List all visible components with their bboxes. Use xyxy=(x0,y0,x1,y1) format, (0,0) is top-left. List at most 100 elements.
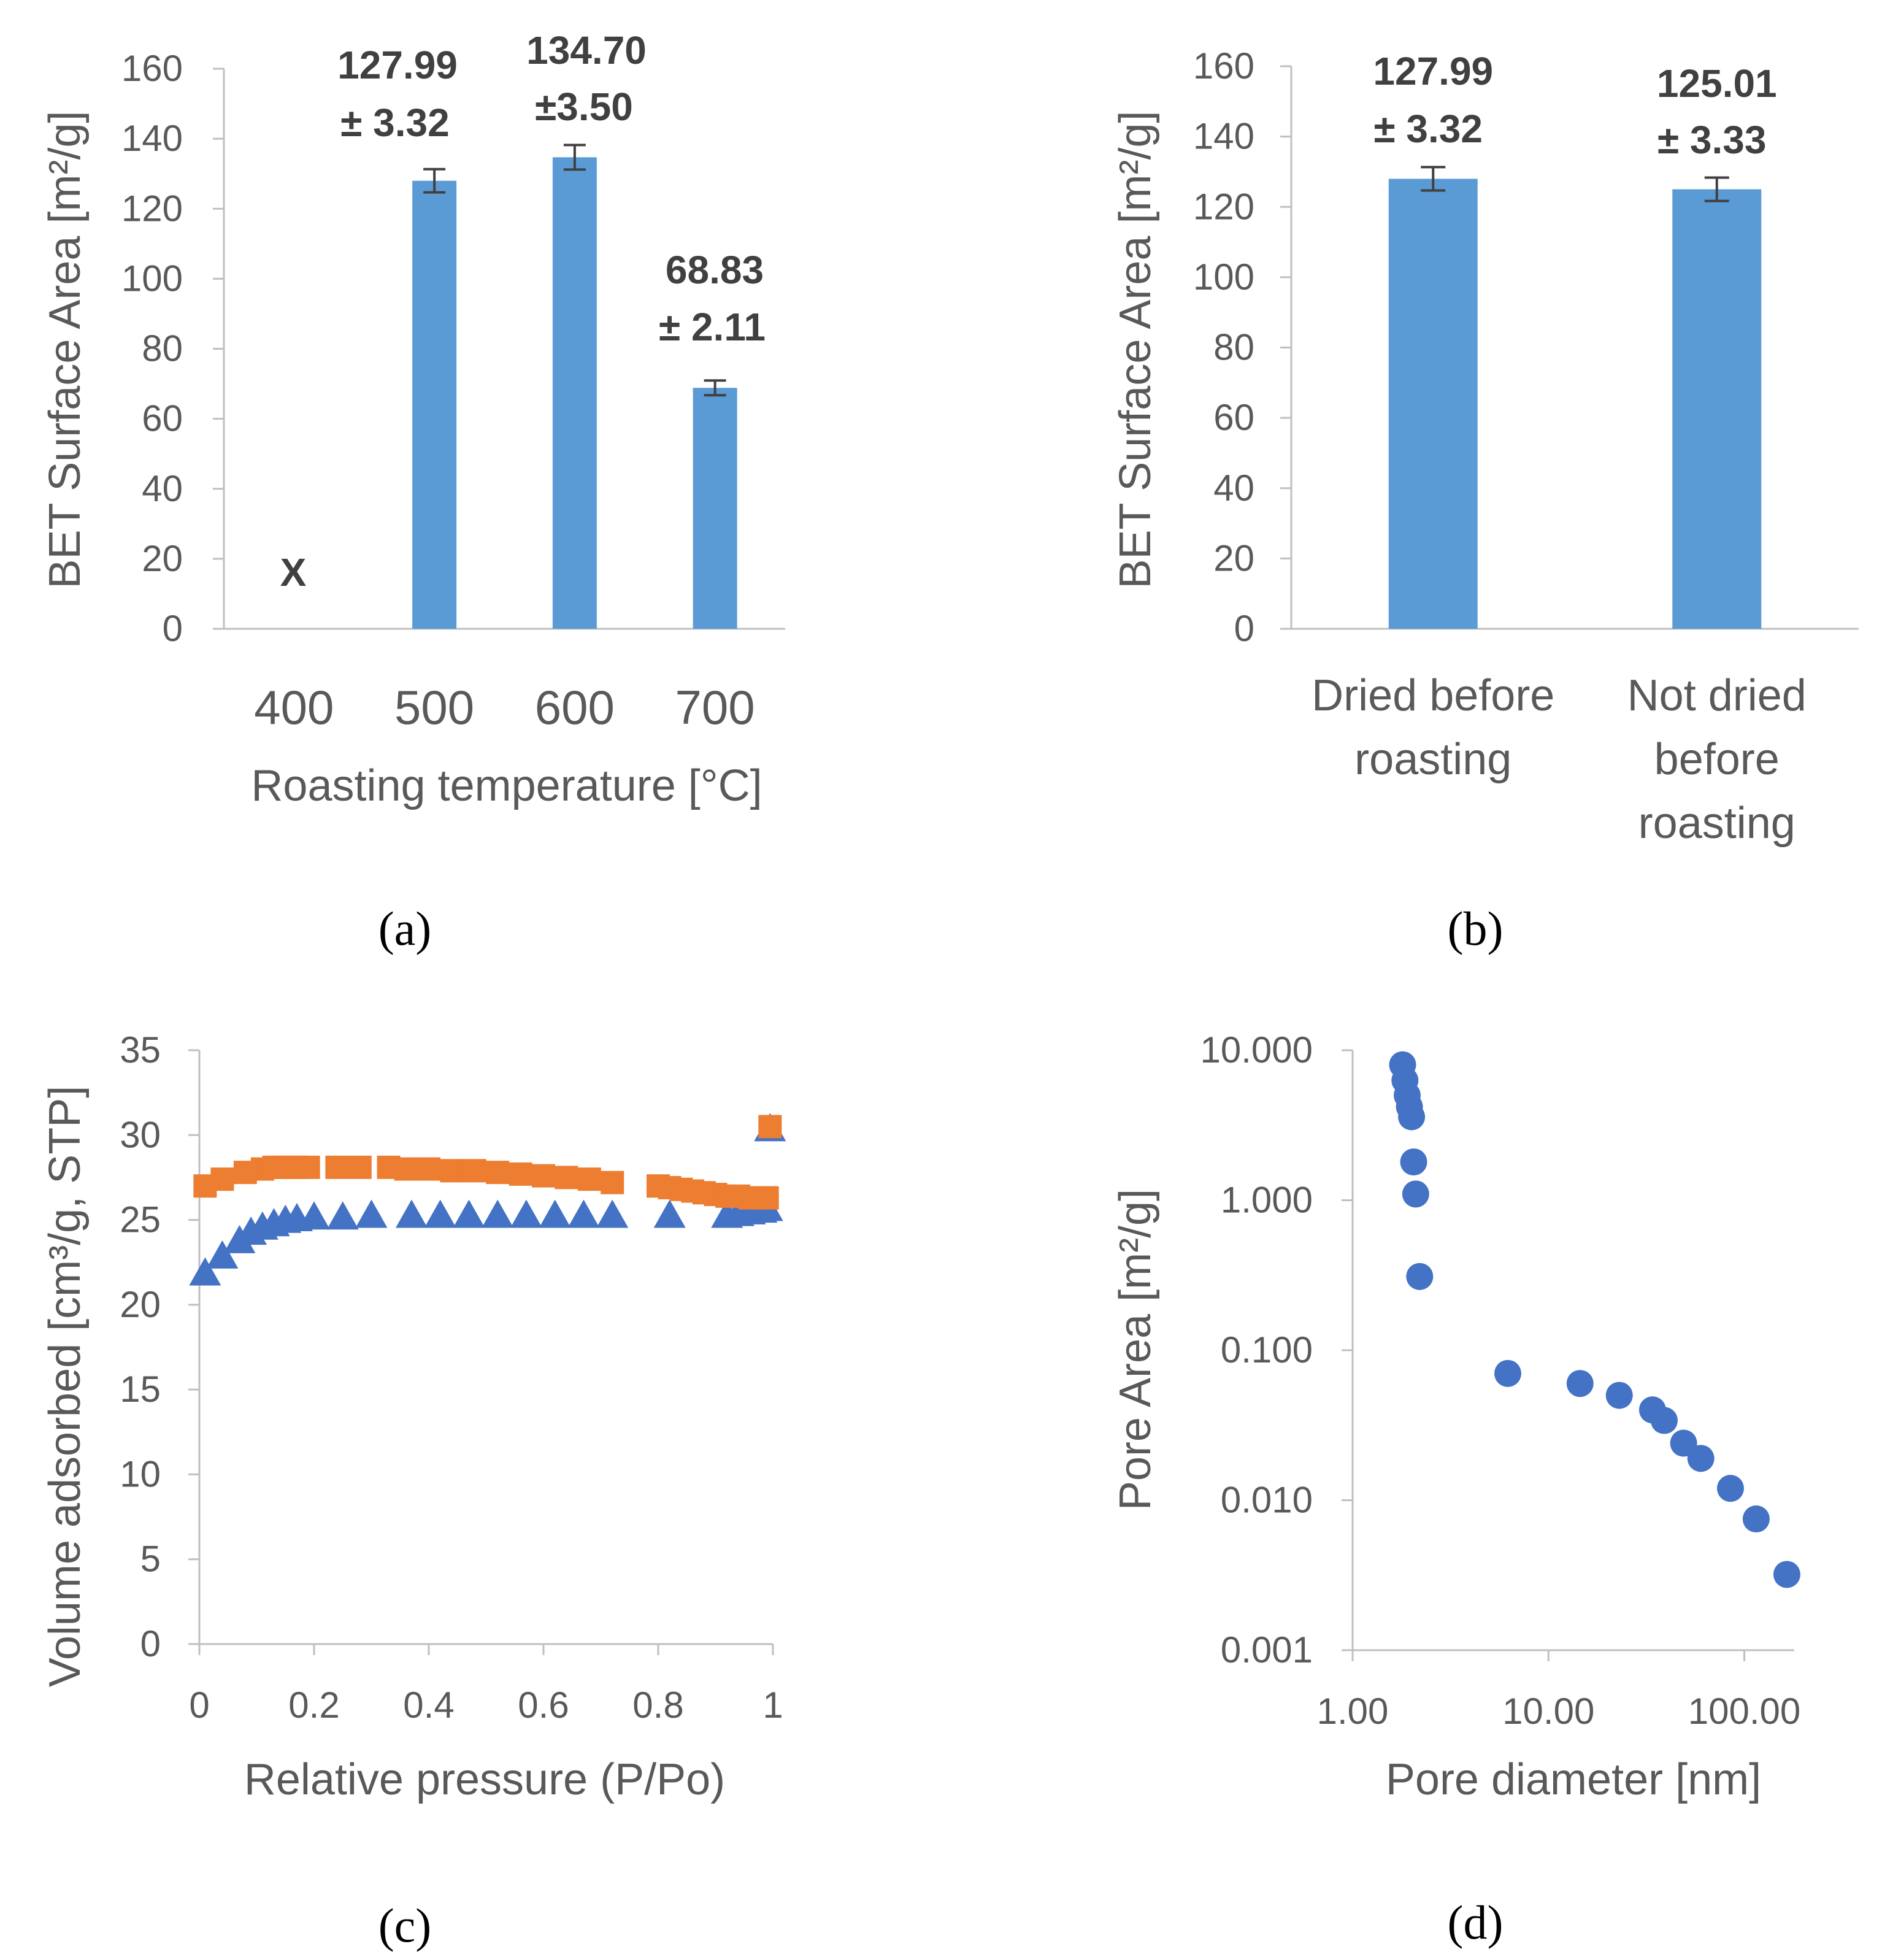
y-tick-label-b: 20 xyxy=(1213,537,1254,578)
triangle-marker xyxy=(510,1199,542,1228)
y-axis-title-d: Pore Area [m²/g] xyxy=(1111,1189,1160,1510)
bar-labels-a: X 127.99 ± 3.32 134.70 ±3.50 68.83 ± 2.11 xyxy=(280,28,766,594)
circle-marker xyxy=(1406,1262,1434,1290)
y-axis-title-b: BET Surface Area [m²/g] xyxy=(1111,111,1160,589)
y-tick-label-a: 120 xyxy=(121,188,183,229)
bar-labels-b: 127.99 ± 3.32 125.01 ± 3.33 xyxy=(1373,49,1776,162)
square-marker xyxy=(377,1155,401,1179)
square-marker xyxy=(555,1166,578,1189)
x-tick-label-d: 1.00 xyxy=(1317,1691,1389,1732)
bar-a xyxy=(693,388,737,629)
panel-label-a: (a) xyxy=(378,902,432,955)
x-tick-label-c: 1 xyxy=(762,1685,783,1726)
x-tick-label-b: before xyxy=(1654,735,1780,784)
square-marker xyxy=(758,1115,782,1139)
bar-a xyxy=(412,180,457,629)
y-tick-label-b: 140 xyxy=(1193,116,1254,157)
axes-a: 0 20 40 60 80 100 120 140 160 400 500 600 700 xyxy=(121,48,785,734)
panel-a: 0 20 40 60 80 100 120 140 160 400 500 600 700 X 127.9… xyxy=(40,28,785,955)
data-label-a: ± 2.11 xyxy=(659,305,766,349)
axes-b: 0 20 40 60 80 100 120 140 160 Dried before roastin… xyxy=(1193,45,1859,848)
y-tick-label-d: 1.000 xyxy=(1221,1180,1313,1221)
y-tick-label-b: 40 xyxy=(1213,467,1254,509)
circle-marker xyxy=(1773,1561,1800,1588)
x-tick-label-b: Not dried xyxy=(1627,671,1807,720)
circle-marker xyxy=(1716,1475,1744,1502)
y-tick-label-c: 10 xyxy=(120,1453,161,1494)
data-label-b: ± 3.32 xyxy=(1374,107,1483,151)
panel-label-b: (b) xyxy=(1448,902,1504,955)
triangle-marker xyxy=(653,1199,686,1228)
triangle-marker xyxy=(326,1201,359,1230)
y-tick-label-a: 40 xyxy=(142,468,183,509)
bars-a xyxy=(412,144,737,629)
x-tick-label-b: roasting xyxy=(1354,735,1511,784)
y-tick-label-d: 10.000 xyxy=(1200,1029,1313,1070)
x-tick-label-c: 0 xyxy=(189,1685,209,1726)
square-marker xyxy=(193,1174,217,1198)
square-marker xyxy=(486,1161,510,1185)
x-tick-label-c: 0.4 xyxy=(403,1685,454,1726)
y-axis-title-c: Volume adsorbed [cm³/g, STP] xyxy=(40,1086,90,1687)
panel-label-d: (d) xyxy=(1448,1896,1504,1949)
x-tick-label-d: 10.00 xyxy=(1502,1691,1594,1732)
circle-marker xyxy=(1742,1505,1770,1533)
square-marker xyxy=(509,1162,532,1186)
y-tick-label-b: 120 xyxy=(1193,186,1254,227)
triangle-marker xyxy=(189,1257,221,1286)
y-tick-label-b: 0 xyxy=(1234,608,1254,649)
x-tick-label-c: 0.8 xyxy=(632,1685,683,1726)
square-marker xyxy=(647,1174,670,1198)
data-label-b: 127.99 xyxy=(1373,49,1493,93)
y-tick-label-c: 0 xyxy=(140,1623,161,1664)
bar-a xyxy=(552,157,597,629)
axes-c: 0 5 10 15 20 25 30 35 0 0.2 0.4 0.6 0.8 1 xyxy=(120,1029,783,1726)
triangle-marker xyxy=(539,1199,571,1228)
circle-marker xyxy=(1566,1370,1594,1397)
data-label-a: X xyxy=(280,550,307,594)
y-tick-label-c: 5 xyxy=(140,1539,161,1580)
triangle-marker xyxy=(596,1199,629,1228)
y-tick-label-d: 0.001 xyxy=(1221,1629,1313,1670)
x-tick-label-b: roasting xyxy=(1638,799,1796,848)
circle-marker xyxy=(1400,1148,1427,1176)
square-marker xyxy=(532,1164,555,1188)
square-marker xyxy=(233,1161,257,1185)
triangle-marker xyxy=(453,1199,485,1228)
y-tick-label-d: 0.010 xyxy=(1221,1480,1313,1521)
y-tick-label-a: 140 xyxy=(121,118,183,159)
data-label-a: ± 3.32 xyxy=(340,101,449,145)
triangle-marker xyxy=(298,1201,330,1230)
square-marker xyxy=(577,1167,601,1191)
circle-marker xyxy=(1687,1445,1715,1472)
data-label-a: ±3.50 xyxy=(535,85,633,129)
y-tick-label-a: 80 xyxy=(142,328,183,369)
y-tick-label-a: 0 xyxy=(163,608,183,649)
x-tick-label-a: 500 xyxy=(394,680,474,734)
panel-label-c: (c) xyxy=(378,1899,432,1952)
square-marker xyxy=(601,1170,624,1194)
triangle-marker xyxy=(567,1199,600,1228)
triangle-marker xyxy=(395,1199,428,1228)
y-tick-label-c: 20 xyxy=(120,1284,161,1325)
y-tick-label-c: 25 xyxy=(120,1199,161,1240)
y-tick-label-c: 35 xyxy=(120,1029,161,1070)
x-axis-title-d: Pore diameter [nm] xyxy=(1386,1755,1761,1804)
x-tick-label-c: 0.6 xyxy=(518,1685,569,1726)
y-axis-title-a: BET Surface Area [m²/g] xyxy=(40,111,90,589)
x-tick-label-a: 700 xyxy=(675,680,755,734)
y-tick-label-a: 100 xyxy=(121,258,183,299)
x-tick-label-a: 400 xyxy=(254,680,334,734)
y-tick-label-a: 160 xyxy=(121,48,183,89)
triangle-marker xyxy=(424,1199,456,1228)
triangle-marker xyxy=(206,1240,239,1269)
panel-b: 0 20 40 60 80 100 120 140 160 Dried before roastin… xyxy=(1111,45,1859,955)
x-tick-label-b: Dried before xyxy=(1312,671,1554,720)
circle-marker xyxy=(1494,1359,1521,1387)
x-axis-title-a: Roasting temperature [°C] xyxy=(251,761,762,810)
data-label-a: 68.83 xyxy=(666,248,764,292)
circle-marker xyxy=(1398,1103,1426,1131)
data-label-a: 127.99 xyxy=(337,43,458,87)
circle-marker xyxy=(1650,1407,1678,1434)
